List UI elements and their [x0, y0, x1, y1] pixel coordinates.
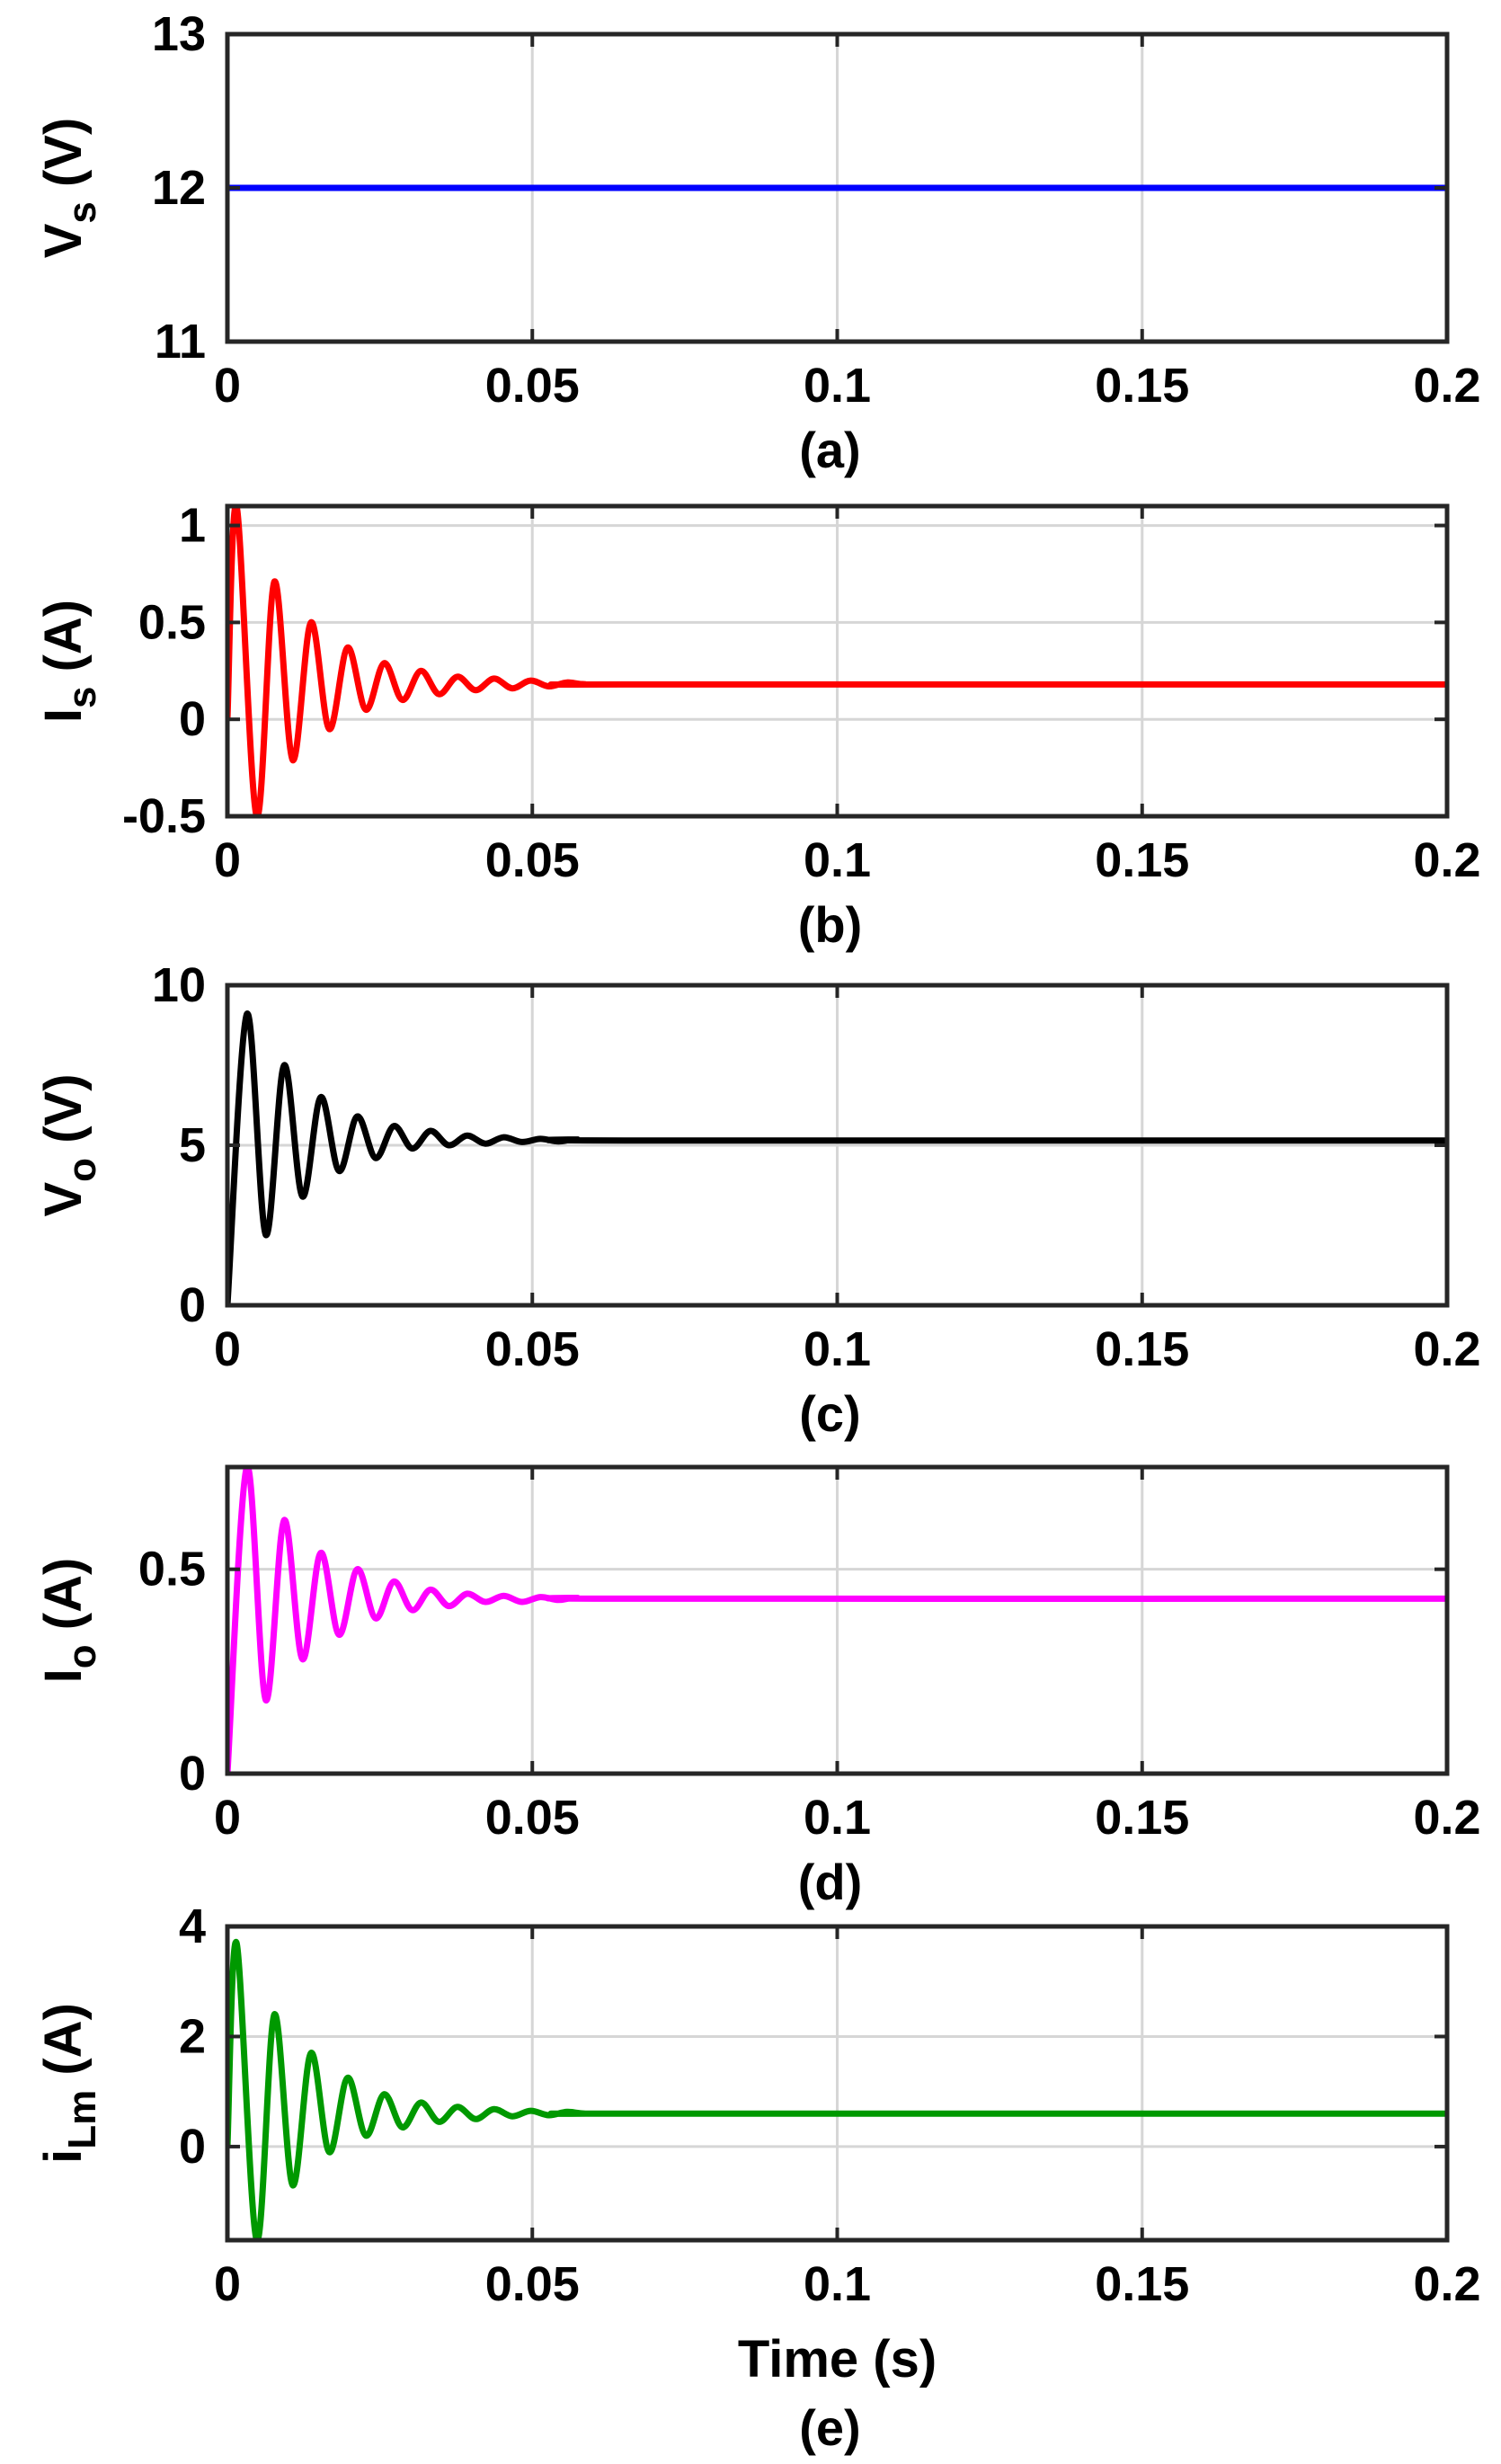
y-axis-label: Io (A): [34, 1558, 104, 1684]
x-tick-label: 0: [214, 2257, 241, 2311]
y-tick-label: 1: [179, 499, 206, 553]
x-tick-label: 0: [214, 359, 241, 413]
x-tick-label: 0: [214, 1791, 241, 1845]
y-tick-label: 2: [179, 2009, 206, 2063]
x-tick-label: 0: [214, 833, 241, 887]
x-tick-label: 0.15: [1095, 1791, 1189, 1845]
y-tick-label: 5: [179, 1118, 206, 1172]
x-tick-label: 0.15: [1095, 833, 1189, 887]
x-tick-label: 0.1: [804, 833, 871, 887]
x-tick-label: 0.05: [485, 359, 580, 413]
y-tick-label: 13: [152, 7, 206, 61]
y-tick-label: 0: [179, 1747, 206, 1801]
y-tick-label: 0.5: [138, 595, 206, 649]
x-axis-label: Time (s): [738, 2330, 937, 2388]
y-tick-label: -0.5: [122, 789, 206, 843]
x-tick-label: 0.15: [1095, 2257, 1189, 2311]
x-tick-label: 0.2: [1413, 833, 1480, 887]
x-tick-label: 0.2: [1413, 1322, 1480, 1376]
x-tick-label: 0.05: [485, 1791, 580, 1845]
series-line-0: [227, 506, 1447, 816]
subplot-e: 0 0.05 0.1 0.15 0.2 0 2 4 iLm (A) Time (s) (e): [34, 1899, 1481, 2456]
x-tick-label: 0.05: [485, 1322, 580, 1376]
x-tick-label: 0.1: [804, 1322, 871, 1376]
x-tick-label: 0.15: [1095, 1322, 1189, 1376]
x-tick-label: 0.05: [485, 2257, 580, 2311]
y-tick-label: 10: [152, 958, 206, 1012]
y-tick-label: 12: [152, 161, 206, 215]
y-tick-label: 0: [179, 2120, 206, 2174]
x-tick-label: 0.2: [1413, 359, 1480, 413]
y-axis-label: Is (A): [34, 600, 104, 723]
x-tick-label: 0.2: [1413, 2257, 1480, 2311]
x-tick-label: 0.15: [1095, 359, 1189, 413]
y-tick-label: 0: [179, 692, 206, 746]
subplot-caption: (e): [799, 2399, 860, 2456]
y-axis-label: Vs (V): [34, 118, 104, 259]
x-tick-label: 0.2: [1413, 1791, 1480, 1845]
x-tick-label: 0.05: [485, 833, 580, 887]
series-line-0: [227, 1010, 1447, 1305]
subplot-caption: (c): [799, 1385, 860, 1442]
subplot-d: 0 0.05 0.1 0.15 0.2 0 0.5 Io (A) (d): [34, 1464, 1481, 1910]
subplot-c: 0 0.05 0.1 0.15 0.2 0 5 10 Vo (V) (c): [34, 958, 1481, 1442]
y-tick-label: 0: [179, 1278, 206, 1332]
x-tick-label: 0.1: [804, 359, 871, 413]
subplot-caption: (b): [798, 896, 863, 953]
y-axis-label: iLm (A): [34, 2003, 104, 2164]
x-tick-label: 0: [214, 1322, 241, 1376]
subplot-a: 0 0.05 0.1 0.15 0.2 11 12 13 Vs (V) (a): [34, 7, 1481, 478]
x-tick-label: 0.1: [804, 2257, 871, 2311]
x-tick-label: 0.1: [804, 1791, 871, 1845]
y-axis-label: Vo (V): [34, 1073, 104, 1216]
y-tick-label: 0.5: [138, 1543, 206, 1597]
series-line-0: [227, 1939, 1447, 2240]
y-tick-label: 11: [155, 315, 206, 369]
subplot-caption: (d): [798, 1854, 863, 1910]
subplot-caption: (a): [799, 422, 860, 478]
series-line-0: [227, 1467, 1447, 1774]
y-tick-label: 4: [179, 1899, 206, 1953]
